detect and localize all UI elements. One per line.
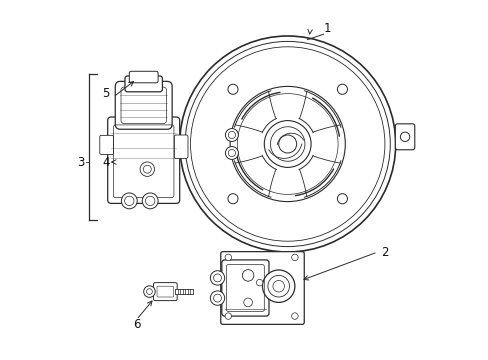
- Circle shape: [228, 131, 235, 139]
- Circle shape: [256, 279, 263, 286]
- Text: 5: 5: [102, 87, 109, 100]
- Circle shape: [267, 275, 289, 297]
- Circle shape: [242, 270, 253, 281]
- Circle shape: [213, 294, 221, 302]
- FancyBboxPatch shape: [153, 283, 177, 301]
- FancyBboxPatch shape: [220, 252, 304, 324]
- Circle shape: [224, 254, 231, 261]
- FancyBboxPatch shape: [125, 76, 162, 92]
- FancyBboxPatch shape: [174, 135, 187, 158]
- Circle shape: [210, 271, 224, 285]
- FancyBboxPatch shape: [107, 117, 179, 203]
- Text: 1: 1: [323, 22, 330, 35]
- Circle shape: [124, 196, 134, 206]
- Circle shape: [225, 147, 238, 159]
- Circle shape: [262, 270, 294, 302]
- Circle shape: [121, 193, 137, 209]
- Circle shape: [227, 194, 238, 204]
- Circle shape: [210, 291, 224, 305]
- Circle shape: [179, 36, 395, 252]
- FancyBboxPatch shape: [394, 124, 414, 150]
- Bar: [175, 289, 192, 294]
- Circle shape: [244, 298, 252, 307]
- Circle shape: [337, 84, 347, 94]
- Circle shape: [143, 165, 151, 173]
- Circle shape: [228, 149, 235, 157]
- Circle shape: [143, 286, 155, 297]
- Circle shape: [278, 135, 296, 153]
- Circle shape: [291, 254, 298, 261]
- Circle shape: [140, 162, 154, 176]
- FancyBboxPatch shape: [115, 81, 172, 129]
- Text: 6: 6: [132, 318, 140, 330]
- Text: 2: 2: [380, 246, 388, 258]
- Circle shape: [145, 196, 155, 206]
- Circle shape: [213, 274, 221, 282]
- FancyBboxPatch shape: [222, 260, 268, 316]
- Circle shape: [272, 280, 284, 292]
- Circle shape: [225, 129, 238, 141]
- Text: 4: 4: [102, 156, 109, 168]
- FancyBboxPatch shape: [129, 71, 158, 83]
- Circle shape: [142, 193, 158, 209]
- Text: 3: 3: [77, 156, 84, 168]
- Circle shape: [291, 313, 298, 319]
- Circle shape: [224, 313, 231, 319]
- Circle shape: [400, 132, 409, 141]
- Circle shape: [337, 194, 347, 204]
- FancyBboxPatch shape: [100, 135, 113, 154]
- Circle shape: [146, 289, 152, 294]
- Circle shape: [227, 84, 238, 94]
